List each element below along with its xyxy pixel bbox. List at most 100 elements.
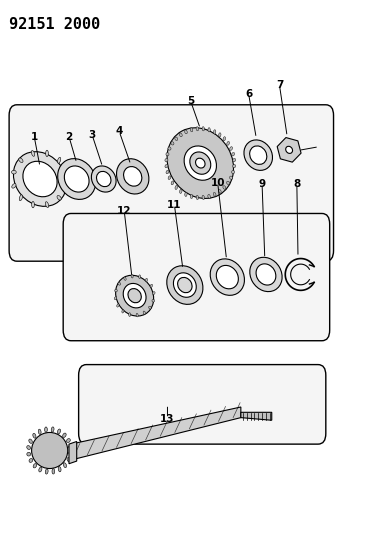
Ellipse shape [223,185,226,189]
FancyBboxPatch shape [9,105,333,261]
Ellipse shape [116,275,154,316]
Ellipse shape [129,313,131,317]
Ellipse shape [190,128,193,132]
Ellipse shape [33,464,37,468]
Ellipse shape [136,313,138,317]
Ellipse shape [167,266,203,304]
Ellipse shape [196,158,205,168]
Polygon shape [69,441,77,464]
Ellipse shape [219,133,221,137]
Ellipse shape [250,257,282,292]
Ellipse shape [175,185,177,189]
Ellipse shape [232,152,235,156]
Ellipse shape [29,439,32,443]
Ellipse shape [143,311,145,314]
Ellipse shape [233,165,236,168]
Ellipse shape [46,201,49,207]
Text: 6: 6 [245,88,252,99]
Ellipse shape [138,275,140,279]
Ellipse shape [64,170,68,174]
Ellipse shape [175,137,178,141]
Text: 13: 13 [160,414,175,424]
Ellipse shape [196,195,198,199]
Ellipse shape [244,140,272,171]
Ellipse shape [12,171,16,174]
Ellipse shape [67,458,70,462]
Polygon shape [277,138,301,162]
Ellipse shape [213,192,216,196]
Ellipse shape [149,306,151,309]
Ellipse shape [52,469,55,474]
Ellipse shape [227,181,230,184]
Ellipse shape [231,171,235,174]
Ellipse shape [165,165,168,168]
Ellipse shape [150,284,152,287]
Ellipse shape [58,157,61,163]
Ellipse shape [216,265,238,289]
FancyBboxPatch shape [79,365,326,444]
Ellipse shape [38,429,41,434]
Polygon shape [241,413,272,420]
Ellipse shape [23,161,57,197]
Ellipse shape [190,194,193,198]
Ellipse shape [230,147,233,150]
Ellipse shape [166,170,169,174]
Ellipse shape [68,445,72,449]
Text: 10: 10 [210,177,225,188]
Ellipse shape [115,289,117,292]
Ellipse shape [165,158,168,161]
Text: 11: 11 [167,200,182,210]
Ellipse shape [14,152,67,206]
Ellipse shape [51,427,54,432]
Ellipse shape [32,201,34,208]
Ellipse shape [145,278,147,282]
Ellipse shape [202,127,205,131]
Ellipse shape [96,172,111,187]
Ellipse shape [218,190,221,193]
Ellipse shape [208,128,210,132]
Ellipse shape [63,433,66,438]
Ellipse shape [64,166,89,192]
Text: 4: 4 [116,126,123,136]
Ellipse shape [167,128,233,198]
Ellipse shape [46,150,48,157]
Polygon shape [71,407,241,460]
Ellipse shape [122,310,124,313]
Ellipse shape [180,189,182,193]
Ellipse shape [58,159,96,199]
Ellipse shape [45,469,48,474]
Ellipse shape [233,158,236,161]
Ellipse shape [152,300,155,302]
Text: 2: 2 [65,132,73,142]
Text: 12: 12 [117,206,131,216]
Text: 1: 1 [31,132,38,142]
Ellipse shape [173,273,196,297]
Ellipse shape [171,142,174,145]
Ellipse shape [19,158,23,163]
Ellipse shape [171,181,174,185]
Ellipse shape [185,192,187,197]
Text: 7: 7 [276,80,283,90]
Ellipse shape [67,439,70,442]
Ellipse shape [190,152,211,174]
Ellipse shape [168,147,171,150]
Ellipse shape [91,166,116,192]
Ellipse shape [27,446,30,449]
Ellipse shape [69,451,73,455]
Ellipse shape [58,466,61,472]
Ellipse shape [124,167,142,186]
Ellipse shape [123,284,146,308]
Ellipse shape [63,463,67,467]
Ellipse shape [202,196,205,199]
Ellipse shape [178,278,192,293]
Ellipse shape [210,259,244,295]
Ellipse shape [32,150,35,156]
Ellipse shape [179,133,182,136]
Ellipse shape [196,127,198,131]
Ellipse shape [117,159,149,194]
Ellipse shape [12,183,16,188]
Ellipse shape [152,292,155,295]
Ellipse shape [286,146,293,154]
Ellipse shape [45,427,47,432]
Ellipse shape [117,304,119,307]
